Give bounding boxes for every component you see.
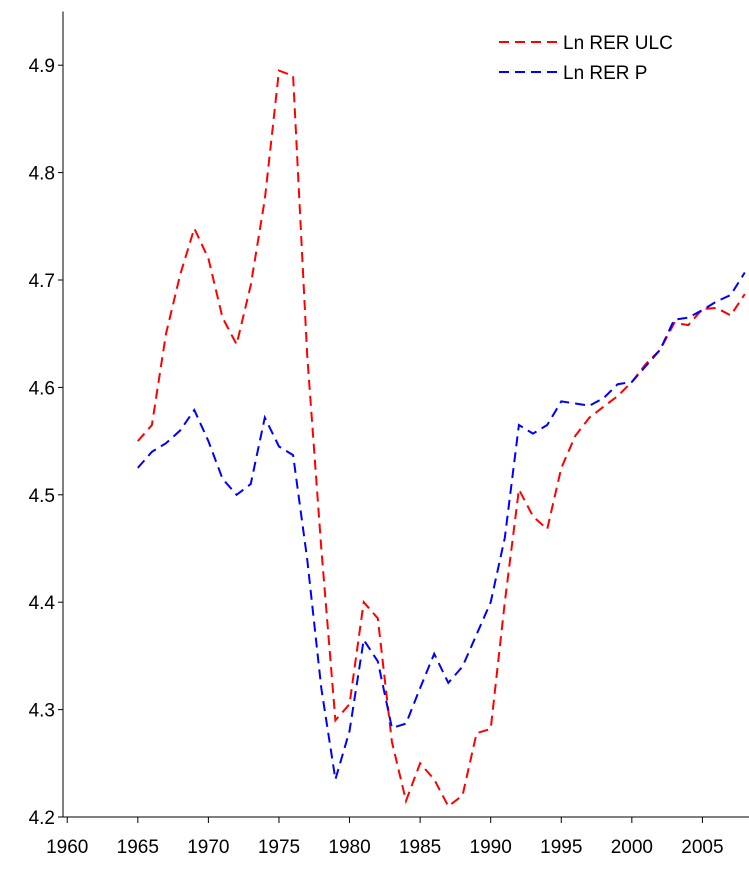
x-tick-label: 1980 — [328, 837, 370, 858]
y-tick-label: 4.7 — [29, 271, 55, 292]
series-line — [137, 69, 746, 808]
x-tick-label: 1985 — [399, 837, 441, 858]
y-tick-label: 4.2 — [29, 808, 55, 829]
y-tick-label: 4.6 — [29, 378, 55, 399]
legend-label: Ln RER ULC — [563, 33, 673, 54]
series-line — [137, 271, 746, 780]
x-tick-label: 1995 — [540, 837, 582, 858]
y-tick-label: 4.4 — [29, 593, 56, 614]
y-tick-label: 4.5 — [29, 486, 55, 507]
x-tick-label: 1960 — [46, 837, 88, 858]
y-tick-label: 4.3 — [29, 701, 55, 722]
x-tick-label: 1965 — [117, 837, 159, 858]
x-tick-label: 1970 — [187, 837, 229, 858]
x-tick-label: 1975 — [258, 837, 300, 858]
x-tick-label: 2005 — [681, 837, 723, 858]
x-tick-label: 2000 — [611, 837, 653, 858]
y-tick-label: 4.9 — [29, 56, 55, 77]
y-tick-label: 4.8 — [29, 164, 55, 185]
x-tick-label: 1990 — [470, 837, 512, 858]
legend-label: Ln RER P — [563, 63, 647, 84]
